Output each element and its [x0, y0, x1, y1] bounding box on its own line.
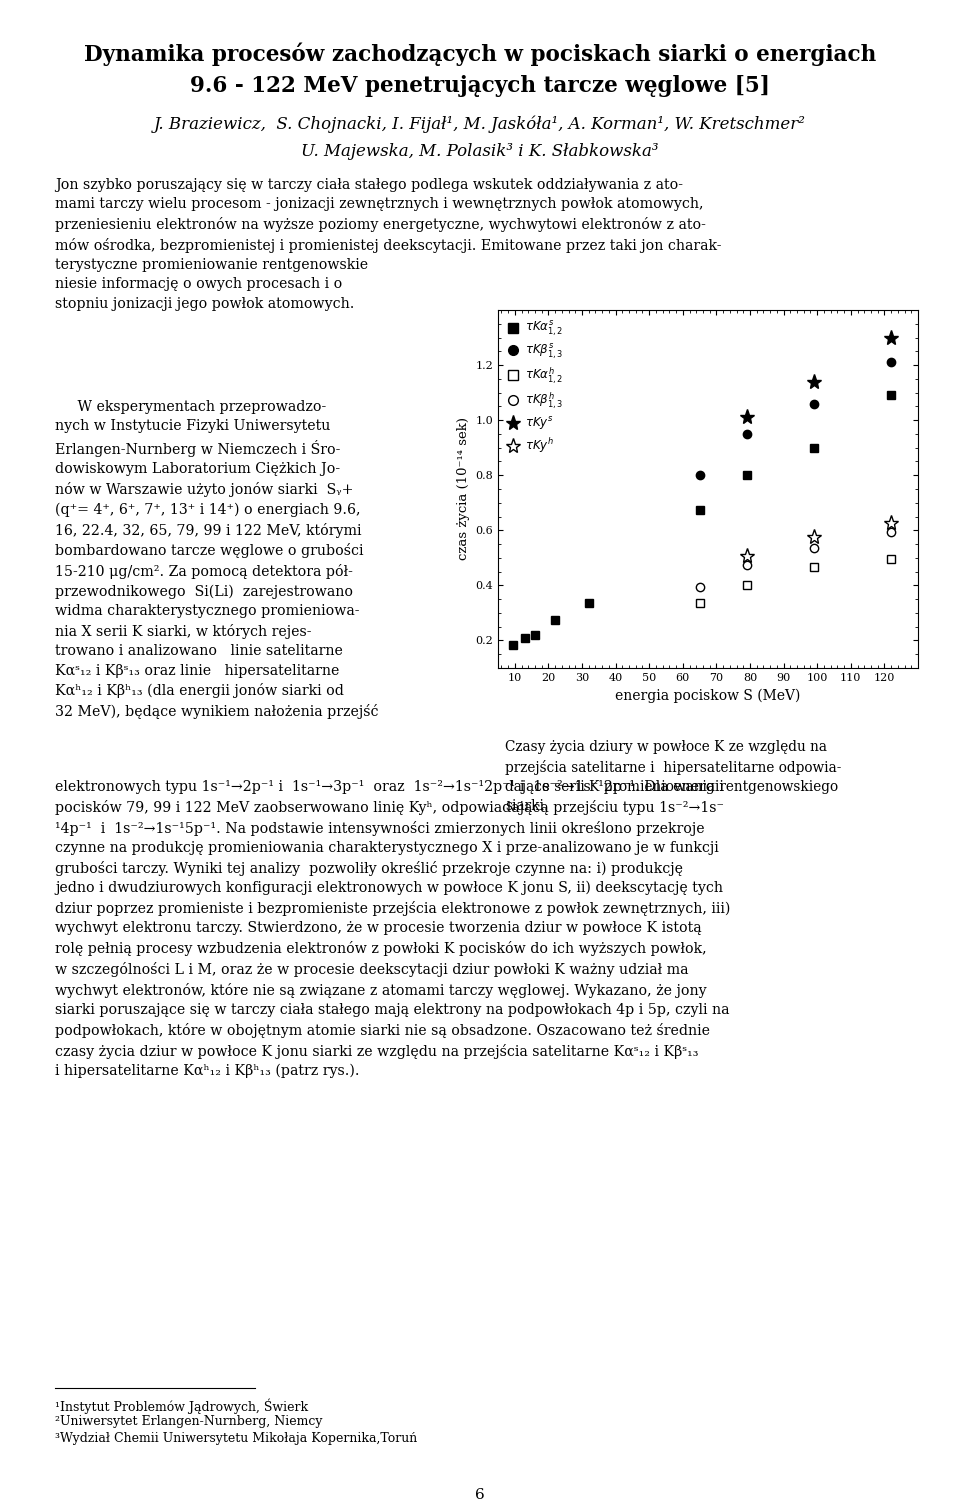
Text: ²Uniwersytet Erlangen-Nurnberg, Niemcy: ²Uniwersytet Erlangen-Nurnberg, Niemcy — [55, 1416, 323, 1428]
Text: ³Wydział Chemii Uniwersytetu Mikołaja Kopernika,Toruń: ³Wydział Chemii Uniwersytetu Mikołaja Ko… — [55, 1432, 418, 1444]
Text: 9.6 - 122 MeV penetrujących tarcze węglowe [5]: 9.6 - 122 MeV penetrujących tarcze węglo… — [190, 75, 770, 96]
Text: 6: 6 — [475, 1488, 485, 1501]
Text: J. Braziewicz,  S. Chojnacki, I. Fijał¹, M. Jaskóła¹, A. Korman¹, W. Kretschmer²: J. Braziewicz, S. Chojnacki, I. Fijał¹, … — [154, 114, 806, 133]
Text: Jon szybko poruszający się w tarczy ciała stałego podlega wskutek oddziaływania : Jon szybko poruszający się w tarczy ciał… — [55, 178, 722, 310]
Legend: $\tau K\alpha^s_{1,2}$, $\tau K\beta^s_{1,3}$, $\tau K\alpha^h_{1,2}$, $\tau K\b: $\tau K\alpha^s_{1,2}$, $\tau K\beta^s_{… — [504, 316, 567, 458]
Text: U. Majewska, M. Polasik³ i K. Słabkowska³: U. Majewska, M. Polasik³ i K. Słabkowska… — [301, 143, 659, 160]
Text: Dynamika procesów zachodzących w pociskach siarki o energiach: Dynamika procesów zachodzących w pociska… — [84, 42, 876, 65]
Text: ¹Instytut Problemów Jądrowych, Świerk: ¹Instytut Problemów Jądrowych, Świerk — [55, 1398, 308, 1414]
X-axis label: energia pociskow S (MeV): energia pociskow S (MeV) — [615, 688, 801, 703]
Text: W eksperymentach przeprowadzo-
nych w Instytucie Fizyki Uniwersytetu
Erlangen-Nu: W eksperymentach przeprowadzo- nych w In… — [55, 401, 378, 720]
Text: Czasy życia dziury w powłoce K ze względu na
przejścia satelitarne i  hipersatel: Czasy życia dziury w powłoce K ze względ… — [505, 739, 841, 813]
Text: elektronowych typu 1s⁻¹→2p⁻¹ i  1s⁻¹→3p⁻¹  oraz  1s⁻²→1s⁻¹2p⁻¹ i  1s⁻²→1s⁻¹2p⁻¹.: elektronowych typu 1s⁻¹→2p⁻¹ i 1s⁻¹→3p⁻¹… — [55, 780, 731, 1078]
Y-axis label: czas życia (10⁻¹⁴ sek): czas życia (10⁻¹⁴ sek) — [457, 417, 469, 560]
